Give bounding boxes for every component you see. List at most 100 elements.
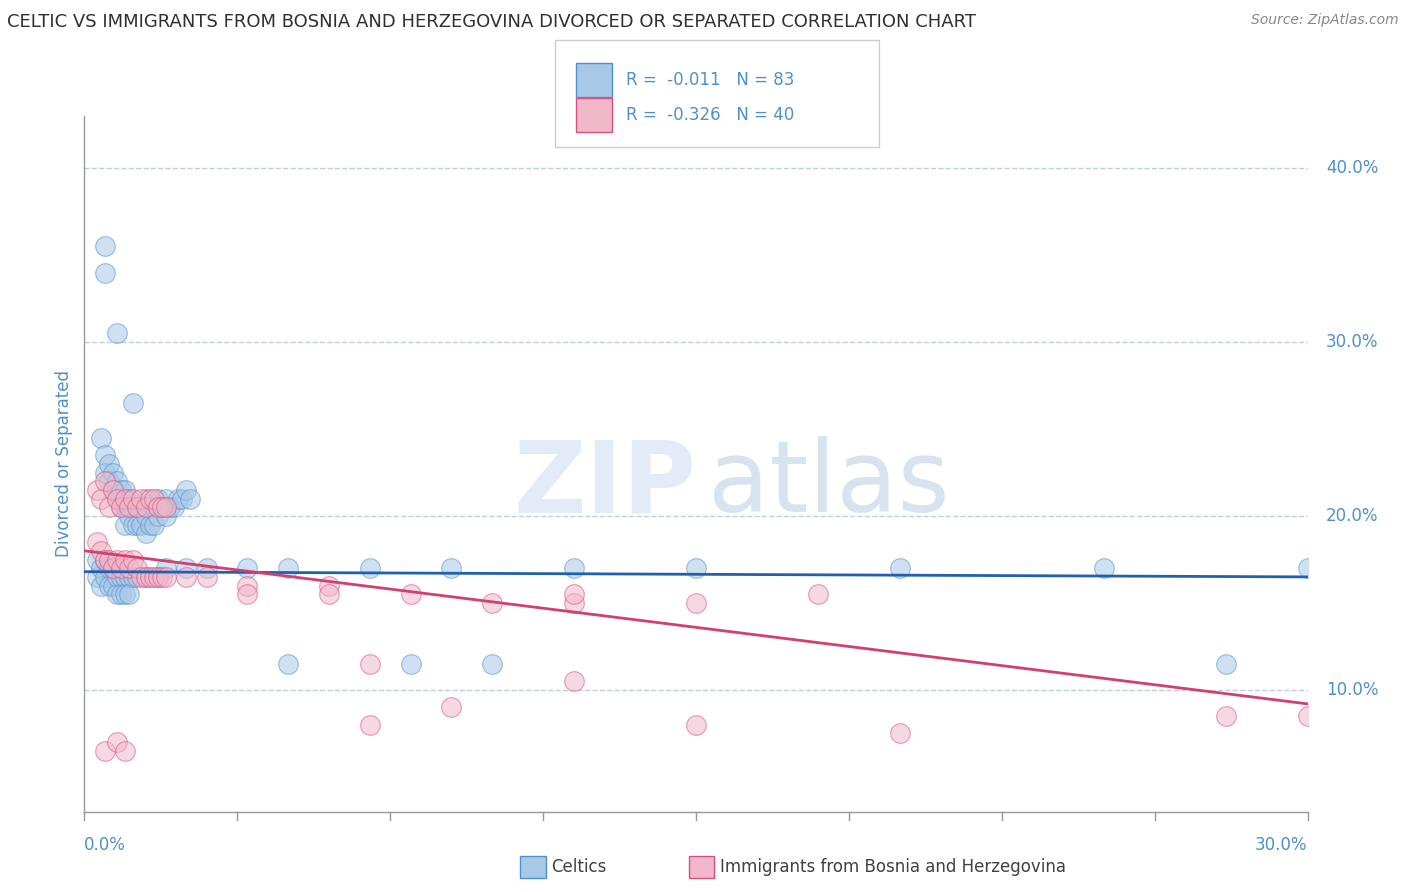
Point: [131, 500, 153, 515]
Point: [562, 674, 585, 689]
Point: [105, 552, 128, 566]
Point: [114, 587, 136, 601]
Point: [110, 500, 132, 515]
Point: [155, 561, 177, 575]
Point: [110, 561, 132, 575]
Text: 30.0%: 30.0%: [1326, 333, 1378, 351]
Point: [110, 587, 132, 601]
Point: [105, 735, 128, 749]
Point: [142, 500, 165, 515]
Point: [685, 596, 707, 610]
Point: [97, 475, 120, 489]
Point: [90, 543, 112, 558]
Point: [114, 491, 136, 506]
Point: [97, 552, 120, 566]
Point: [155, 570, 177, 584]
Text: R =  -0.011   N = 83: R = -0.011 N = 83: [626, 71, 794, 89]
Point: [105, 491, 128, 506]
Point: [93, 552, 115, 566]
Point: [807, 587, 830, 601]
Point: [167, 491, 190, 506]
Point: [562, 596, 585, 610]
Point: [318, 578, 340, 592]
Point: [127, 500, 149, 515]
Point: [93, 552, 115, 566]
Point: [155, 508, 177, 523]
Point: [122, 517, 145, 532]
Point: [155, 491, 177, 506]
Point: [142, 491, 165, 506]
Point: [93, 475, 115, 489]
Point: [174, 561, 197, 575]
Point: [889, 561, 911, 575]
Point: [163, 500, 186, 515]
Point: [138, 500, 160, 515]
Point: [122, 552, 145, 566]
Point: [86, 535, 108, 549]
Point: [155, 500, 177, 515]
Point: [101, 483, 124, 497]
Point: [97, 457, 120, 471]
Point: [118, 500, 141, 515]
Point: [101, 466, 124, 480]
Point: [118, 561, 141, 575]
Point: [122, 396, 145, 410]
Point: [138, 491, 160, 506]
Point: [685, 561, 707, 575]
Point: [399, 587, 422, 601]
Point: [114, 744, 136, 758]
Point: [481, 657, 503, 671]
Point: [359, 561, 381, 575]
Text: CELTIC VS IMMIGRANTS FROM BOSNIA AND HERZEGOVINA DIVORCED OR SEPARATED CORRELATI: CELTIC VS IMMIGRANTS FROM BOSNIA AND HER…: [7, 13, 976, 31]
Point: [86, 570, 108, 584]
Point: [146, 570, 169, 584]
Point: [86, 483, 108, 497]
Point: [135, 508, 157, 523]
Point: [101, 561, 124, 575]
Point: [236, 561, 259, 575]
Point: [359, 657, 381, 671]
Text: Source: ZipAtlas.com: Source: ZipAtlas.com: [1251, 13, 1399, 28]
Point: [90, 578, 112, 592]
Point: [135, 570, 157, 584]
Point: [1215, 657, 1237, 671]
Text: Immigrants from Bosnia and Herzegovina: Immigrants from Bosnia and Herzegovina: [720, 858, 1066, 876]
Point: [399, 657, 422, 671]
Text: ZIP: ZIP: [513, 436, 696, 533]
Point: [97, 561, 120, 575]
Point: [562, 587, 585, 601]
Point: [135, 570, 157, 584]
Point: [118, 570, 141, 584]
Point: [889, 726, 911, 740]
Point: [318, 587, 340, 601]
Point: [110, 570, 132, 584]
Point: [90, 491, 112, 506]
Point: [114, 552, 136, 566]
Point: [114, 483, 136, 497]
Point: [138, 570, 160, 584]
Point: [118, 587, 141, 601]
Point: [101, 578, 124, 592]
Point: [101, 561, 124, 575]
Point: [195, 570, 218, 584]
Point: [1092, 561, 1115, 575]
Point: [131, 491, 153, 506]
Point: [174, 570, 197, 584]
Y-axis label: Divorced or Separated: Divorced or Separated: [55, 370, 73, 558]
Point: [122, 491, 145, 506]
Point: [1296, 561, 1319, 575]
Point: [93, 466, 115, 480]
Point: [105, 570, 128, 584]
Point: [146, 491, 169, 506]
Point: [440, 700, 463, 714]
Point: [105, 326, 128, 341]
Point: [179, 491, 201, 506]
Point: [114, 500, 136, 515]
Point: [277, 657, 299, 671]
Text: 0.0%: 0.0%: [84, 836, 127, 854]
Point: [93, 239, 115, 253]
Point: [93, 570, 115, 584]
Point: [150, 570, 173, 584]
Point: [127, 500, 149, 515]
Point: [118, 491, 141, 506]
